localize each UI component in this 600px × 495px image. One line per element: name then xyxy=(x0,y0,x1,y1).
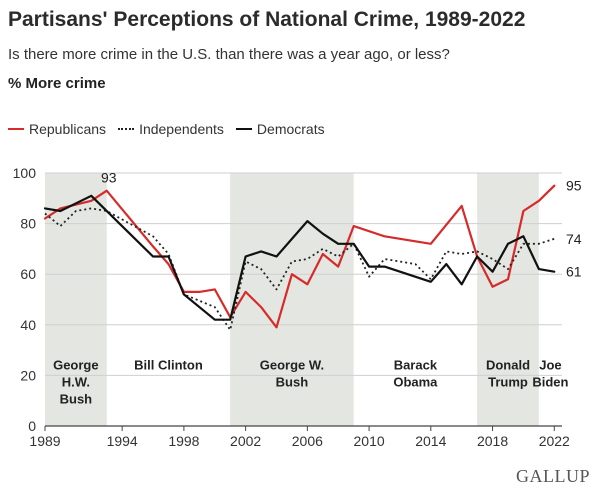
legend: Republicans Independents Democrats xyxy=(8,121,337,137)
shaded-period-1 xyxy=(230,173,354,426)
x-tick-label-7: 2018 xyxy=(477,433,508,449)
x-tick-label-2: 1998 xyxy=(168,433,199,449)
x-tick-label-6: 2014 xyxy=(415,433,446,449)
president-label-5-0: Joe xyxy=(539,357,561,372)
president-label-0-0: George xyxy=(53,357,99,372)
data-label-democrats-0: 61 xyxy=(566,264,582,280)
y-tick-label-2: 40 xyxy=(20,317,36,333)
legend-swatch-democrats xyxy=(235,128,252,130)
president-label-2-1: Trump xyxy=(488,374,528,389)
president-label-5-1: Biden xyxy=(532,374,568,389)
series-line-democrats xyxy=(43,194,556,321)
president-label-1-1: Bush xyxy=(276,374,309,389)
series-line-independents xyxy=(44,207,555,331)
x-tick-label-4: 2006 xyxy=(292,433,323,449)
x-tick-label-5: 2010 xyxy=(354,433,385,449)
measure-label: % More crime xyxy=(8,75,106,92)
president-label-0-1: H.W. xyxy=(62,374,90,389)
y-tick-label-5: 100 xyxy=(13,165,37,181)
president-label-1-0: George W. xyxy=(260,357,324,372)
x-tick-label-0: 1989 xyxy=(29,433,60,449)
y-tick-label-0: 0 xyxy=(28,418,36,434)
legend-item-republicans: Republicans xyxy=(8,121,106,137)
legend-swatch-independents xyxy=(118,128,135,130)
legend-label-independents: Independents xyxy=(139,121,224,137)
data-label-republicans-0: 93 xyxy=(101,170,117,186)
x-tick-label-1: 1994 xyxy=(107,433,138,449)
legend-item-democrats: Democrats xyxy=(235,121,325,137)
president-label-2-0: Donald xyxy=(486,357,530,372)
y-tick-label-4: 80 xyxy=(20,216,36,232)
shaded-period-0 xyxy=(45,173,107,426)
data-label-independents-0: 74 xyxy=(566,231,582,247)
y-tick-label-1: 20 xyxy=(20,367,36,383)
chart-svg: 0 20 40 60 80 100 1989 1994 1998 2002 2006 2010 2014… xyxy=(13,165,582,449)
x-tick-label-3: 2002 xyxy=(230,433,261,449)
series-line-republicans xyxy=(43,184,556,329)
president-label-3-0: Bill Clinton xyxy=(134,357,203,372)
chart-title: Partisans' Perceptions of National Crime… xyxy=(8,8,526,31)
president-label-0-2: Bush xyxy=(60,391,93,406)
x-tick-label-8: 2022 xyxy=(539,433,570,449)
y-tick-label-3: 60 xyxy=(20,266,36,282)
gallup-logo: GALLUP xyxy=(516,466,590,486)
chart-subtitle: Is there more crime in the U.S. than the… xyxy=(8,46,450,63)
data-label-republicans-1: 95 xyxy=(566,178,582,194)
legend-label-democrats: Democrats xyxy=(256,121,325,137)
legend-item-independents: Independents xyxy=(118,121,224,137)
legend-label-republicans: Republicans xyxy=(29,121,107,137)
president-label-4-0: Barack xyxy=(394,357,438,372)
legend-swatch-republicans xyxy=(8,128,24,130)
president-label-4-1: Obama xyxy=(393,374,438,389)
shaded-period-2 xyxy=(477,173,539,426)
